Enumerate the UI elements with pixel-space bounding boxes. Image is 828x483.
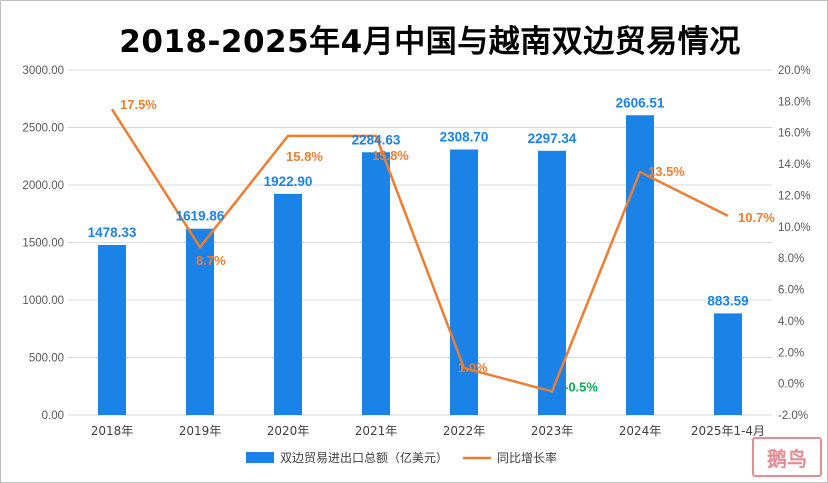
y-right-tick-label: 12.0% xyxy=(778,190,811,202)
growth-rate-label: 15.8% xyxy=(372,148,409,163)
data-labels: 1478.33 1619.86 1922.90 2284.63 2308.70 2297.… xyxy=(88,95,776,394)
x-tick-label: 2025年1-4月 xyxy=(691,424,765,438)
x-tick-label: 2020年 xyxy=(267,424,310,438)
y-left-tick-label: 1500.00 xyxy=(22,238,64,250)
bar-value-label: 1619.86 xyxy=(176,209,225,224)
growth-rate-label: 10.7% xyxy=(738,210,775,225)
y-right-tick-label: 16.0% xyxy=(778,128,811,140)
y-right-tick-label: 14.0% xyxy=(778,159,811,171)
bar xyxy=(274,193,302,415)
y-right-tick-label: 2.0% xyxy=(778,347,804,359)
line-series xyxy=(110,108,729,393)
growth-rate-label: 17.5% xyxy=(120,97,157,112)
y-right-tick-label: 4.0% xyxy=(778,316,804,328)
bar-value-label: 2284.63 xyxy=(352,132,401,147)
y-right-tick-label: 18.0% xyxy=(778,96,811,108)
bar-value-label: 2308.70 xyxy=(440,129,489,144)
grid-layer xyxy=(68,69,772,416)
y-right-tick-label: 6.0% xyxy=(778,285,804,297)
left-axis: 0.00 500.00 1000.00 1500.00 2000.00 2500.00 30… xyxy=(22,65,64,422)
bar xyxy=(98,244,126,415)
bar xyxy=(362,152,390,415)
growth-rate-label: 13.5% xyxy=(648,164,685,179)
legend: 双边贸易进出口总额（亿美元） 同比增长率 xyxy=(246,450,557,465)
y-left-tick-label: 2500.00 xyxy=(22,123,64,135)
y-right-tick-label: 20.0% xyxy=(778,65,811,77)
bar-value-label: 2297.34 xyxy=(528,131,577,146)
y-left-tick-label: 3000.00 xyxy=(22,65,64,77)
x-tick-label: 2022年 xyxy=(443,424,486,438)
y-right-tick-label: 0.0% xyxy=(778,379,804,391)
bar xyxy=(538,150,566,415)
bar-value-label: 883.59 xyxy=(707,293,748,308)
y-right-tick-label: 10.0% xyxy=(778,222,811,234)
y-left-tick-label: 500.00 xyxy=(29,353,64,365)
bar-series xyxy=(98,115,742,416)
bar-value-label: 2606.51 xyxy=(616,95,665,110)
growth-line xyxy=(110,108,729,393)
growth-rate-label: 8.7% xyxy=(196,253,226,268)
legend-bar-swatch xyxy=(246,452,274,463)
chart-title: 2018-2025年4月中国与越南双边贸易情况 xyxy=(119,24,741,60)
y-left-tick-label: 2000.00 xyxy=(22,180,64,192)
x-tick-label: 2023年 xyxy=(531,424,574,438)
seal-stamp: 鹅鸟 xyxy=(752,437,822,477)
bar xyxy=(450,149,478,415)
growth-rate-label: -0.5% xyxy=(564,379,598,394)
bar xyxy=(626,115,654,416)
x-tick-label: 2024年 xyxy=(619,424,662,438)
legend-bar-label: 双边贸易进出口总额（亿美元） xyxy=(280,450,448,465)
bar-value-label: 1922.90 xyxy=(264,174,313,189)
bar-value-label: 1478.33 xyxy=(88,225,137,240)
x-tick-label: 2019年 xyxy=(179,424,222,438)
y-left-tick-label: 0.00 xyxy=(42,410,64,422)
bar xyxy=(714,313,742,415)
legend-line-label: 同比增长率 xyxy=(497,450,557,465)
growth-rate-label: 15.8% xyxy=(286,149,323,164)
growth-rate-label: 1.0% xyxy=(458,360,488,375)
bar xyxy=(186,228,214,415)
x-tick-label: 2021年 xyxy=(355,424,398,438)
x-axis: 2018年 2019年 2020年 2021年 2022年 2023年 2024年 2025年… xyxy=(91,424,765,438)
y-left-tick-label: 1000.00 xyxy=(22,295,64,307)
x-tick-label: 2018年 xyxy=(91,424,134,438)
y-right-tick-label: 8.0% xyxy=(778,253,804,265)
right-axis: -2.0% 0.0% 2.0% 4.0% 6.0% 8.0% 10.0% 12.0% 14.0%… xyxy=(778,65,811,422)
y-right-tick-label: -2.0% xyxy=(778,410,808,422)
